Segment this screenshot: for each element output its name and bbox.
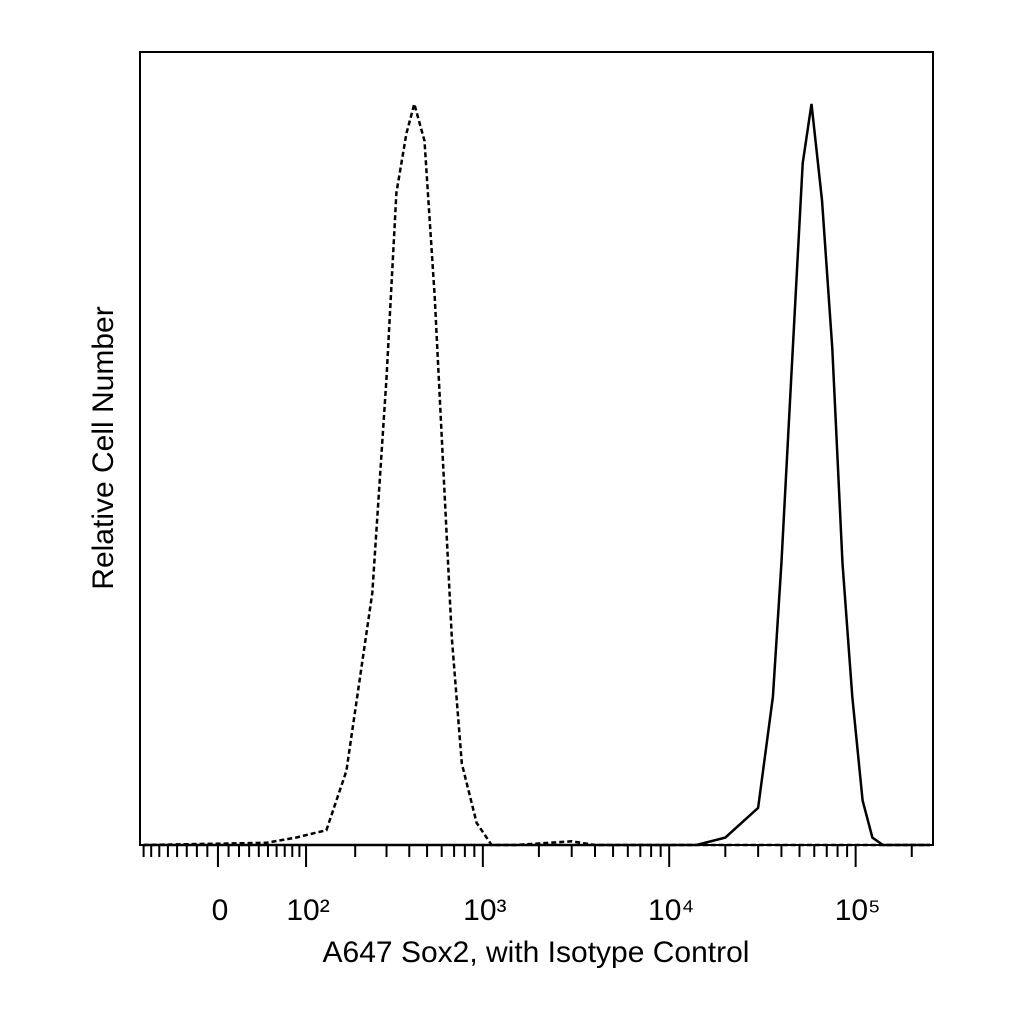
x-tick-label: 10²	[286, 894, 329, 927]
x-axis-label: A647 Sox2, with Isotype Control	[323, 936, 750, 969]
histogram-line	[143, 99, 930, 847]
x-tick-label: 10⁵	[835, 894, 881, 927]
histogram-line	[143, 103, 930, 847]
x-tick-label: 0	[212, 894, 229, 927]
x-tick-label: 10³	[463, 894, 506, 927]
plot-frame	[139, 51, 934, 846]
y-axis-label: Relative Cell Number	[87, 306, 120, 589]
x-tick-label: 10⁴	[648, 894, 694, 927]
